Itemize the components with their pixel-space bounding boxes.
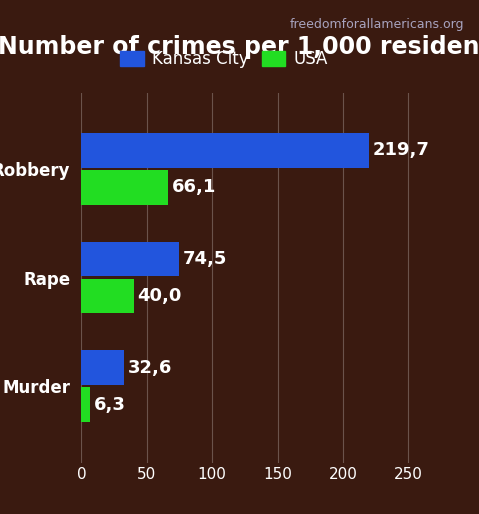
Text: freedomforallamericans.org: freedomforallamericans.org — [290, 18, 465, 31]
Text: 40,0: 40,0 — [137, 287, 182, 305]
Title: Number of crimes per 1,000 residents: Number of crimes per 1,000 residents — [0, 34, 479, 59]
Bar — [81, 170, 168, 205]
Bar — [81, 242, 179, 277]
Bar — [81, 388, 90, 423]
Text: 74,5: 74,5 — [183, 250, 227, 268]
Text: 219,7: 219,7 — [373, 141, 430, 159]
Bar — [81, 133, 369, 168]
Bar — [81, 279, 134, 314]
Text: 6,3: 6,3 — [93, 396, 125, 414]
Text: 66,1: 66,1 — [172, 178, 216, 196]
Bar — [81, 351, 124, 386]
Legend: Kansas City, USA: Kansas City, USA — [114, 44, 335, 75]
Text: 32,6: 32,6 — [128, 359, 172, 377]
